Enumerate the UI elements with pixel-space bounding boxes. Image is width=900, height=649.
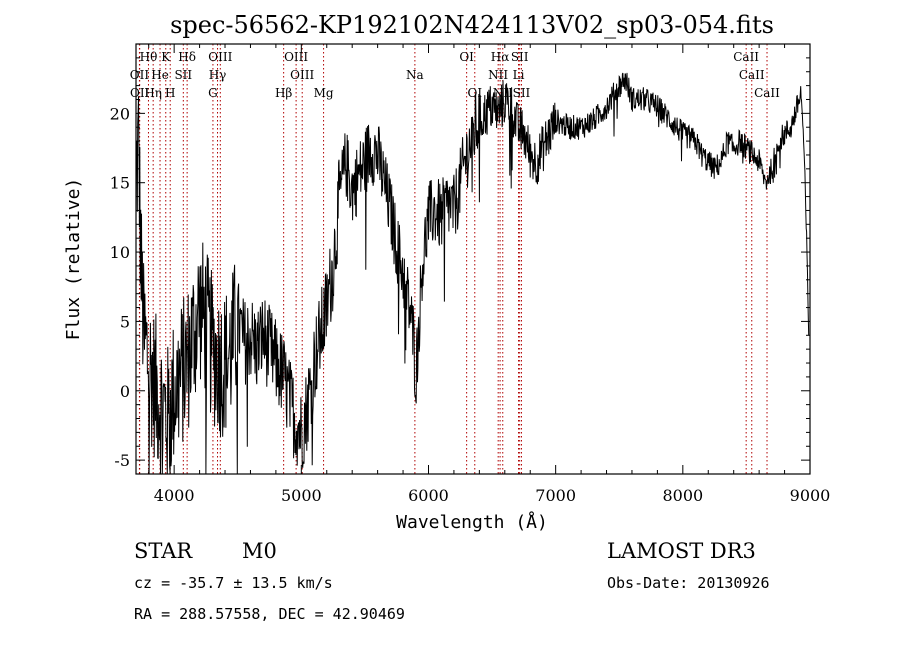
y-axis-ticks: -5 0 5 10 15 20 [110,43,810,475]
line-marker-label: OIII [208,50,232,64]
y-tick-label: 20 [110,104,130,123]
line-marker-label: K [161,50,171,64]
redshift-text: cz = -35.7 ± 13.5 km/s [134,574,333,592]
coordinates-text: RA = 288.57558, DEC = 42.90469 [134,605,405,623]
line-marker-label: CaII [739,68,765,82]
x-tick-label: 7000 [535,486,576,505]
chart-title: spec-56562-KP192102N424113V02_sp03-054.f… [170,11,774,39]
y-tick-label: 0 [120,382,130,401]
line-marker-label: Hβ [275,86,292,100]
x-tick-label: 9000 [790,486,831,505]
obs-date-text: Obs-Date: 20130926 [607,574,770,592]
y-tick-label: 5 [120,312,130,331]
line-marker-label: OIII [290,68,314,82]
line-marker-label: Hα [491,50,510,64]
y-tick-label: -5 [114,451,130,470]
y-axis-label: Flux (relative) [63,178,84,341]
x-tick-label: 8000 [662,486,703,505]
x-tick-label: 5000 [281,486,322,505]
plot-frame [135,43,811,475]
line-marker-label: NII [488,68,508,82]
line-marker-label: G [208,86,218,100]
line-marker-label: Hθ [140,50,158,64]
survey-label: LAMOST DR3 [607,539,756,563]
line-marker-label: He [151,68,169,82]
line-marker-label: Na [406,68,424,82]
line-marker-label: OIII [284,50,308,64]
object-class-label: STAR [134,539,193,563]
line-marker-label: Mg [314,86,334,100]
line-marker-label: SII [174,68,192,82]
line-markers [138,44,768,474]
y-tick-label: 10 [110,243,130,262]
object-subclass-label: M0 [242,539,277,563]
line-marker-label: Li [513,68,525,82]
x-axis-ticks: 4000 5000 6000 7000 8000 9000 [148,44,831,505]
x-axis-label: Wavelength (Å) [396,511,548,533]
line-marker-label: Hδ [178,50,196,64]
line-marker-label: OI [459,50,474,64]
y-tick-label: 15 [110,174,130,193]
line-marker-label: Hγ [209,68,227,82]
line-marker-label: SII [511,50,529,64]
line-marker-label: OII [130,68,150,82]
line-marker-label: Hη [144,86,162,100]
line-marker-label: CaII [733,50,759,64]
line-marker-label: SII [513,86,531,100]
x-tick-label: 6000 [408,486,449,505]
line-marker-label: H [165,86,175,100]
spectrum-line [135,72,810,475]
line-marker-label: CaII [754,86,780,100]
x-tick-label: 4000 [154,486,195,505]
line-marker-label: OII [130,86,150,100]
